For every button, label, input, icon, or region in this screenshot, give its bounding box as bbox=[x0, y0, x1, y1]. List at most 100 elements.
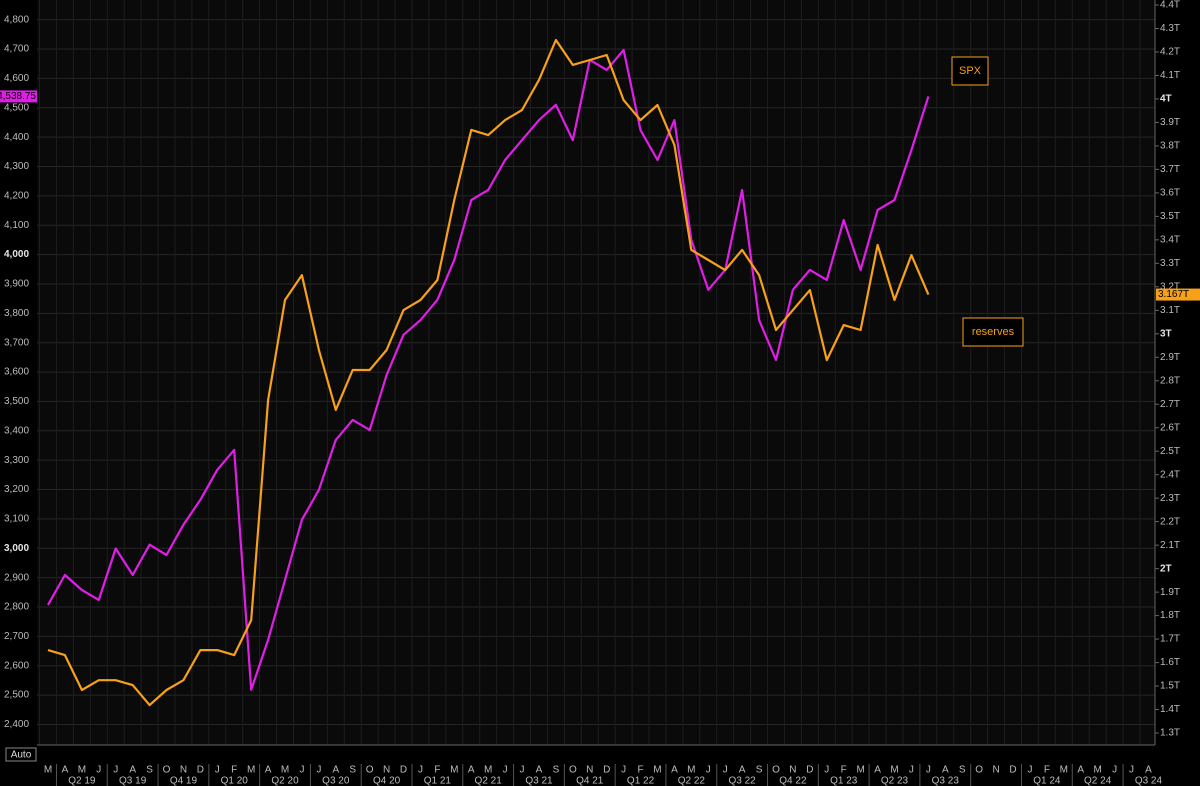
y2-tick-label: 1.3T bbox=[1160, 728, 1180, 739]
y-tick-label: 4,400 bbox=[4, 132, 29, 143]
y-tick-label: 3,700 bbox=[4, 337, 29, 348]
y-tick-label: 2,800 bbox=[4, 602, 29, 613]
last-value-label: 4,538.75 bbox=[0, 91, 36, 102]
x-month-label: J bbox=[418, 765, 423, 776]
y2-tick-label: 3.9T bbox=[1160, 117, 1180, 128]
x-month-label: M bbox=[653, 765, 661, 776]
y2-tick-label: 3.1T bbox=[1160, 305, 1180, 316]
y2-tick-label: 4.4T bbox=[1160, 0, 1180, 11]
x-month-label: J bbox=[113, 765, 118, 776]
y-tick-label: 4,100 bbox=[4, 220, 29, 231]
y2-tick-label: 3.5T bbox=[1160, 211, 1180, 222]
last-value-tag bbox=[0, 90, 37, 103]
x-month-label: J bbox=[723, 765, 728, 776]
x-month-label: N bbox=[383, 765, 390, 776]
x-quarter-label: Q2 23 bbox=[881, 776, 909, 786]
y2-tick-label: 1.7T bbox=[1160, 634, 1180, 645]
x-month-label: F bbox=[434, 765, 440, 776]
x-month-label: S bbox=[553, 765, 560, 776]
x-quarter-label: Q2 22 bbox=[678, 776, 706, 786]
y2-tick-label: 3.4T bbox=[1160, 234, 1180, 245]
x-month-label: J bbox=[909, 765, 914, 776]
y2-tick-label: 2.1T bbox=[1160, 540, 1180, 551]
x-month-label: J bbox=[1027, 765, 1032, 776]
y-tick-label: 3,000 bbox=[4, 543, 29, 554]
y2-tick-label: 2.2T bbox=[1160, 516, 1180, 527]
y2-tick-label: 3.7T bbox=[1160, 164, 1180, 175]
y2-tick-label: 4T bbox=[1160, 94, 1172, 105]
x-month-label: D bbox=[400, 765, 407, 776]
x-quarter-label: Q1 20 bbox=[221, 776, 249, 786]
x-month-label: F bbox=[231, 765, 237, 776]
x-month-label: J bbox=[503, 765, 508, 776]
x-quarter-label: Q3 23 bbox=[932, 776, 960, 786]
lines bbox=[47, 38, 930, 707]
y-tick-label: 3,500 bbox=[4, 396, 29, 407]
y2-tick-label: 2.6T bbox=[1160, 422, 1180, 433]
x-month-label: A bbox=[62, 765, 69, 776]
x-month-label: O bbox=[569, 765, 577, 776]
y-tick-label: 2,400 bbox=[4, 719, 29, 730]
x-quarter-label: Q1 24 bbox=[1033, 776, 1061, 786]
x-month-label: J bbox=[215, 765, 220, 776]
x-month-label: O bbox=[163, 765, 171, 776]
x-month-label: A bbox=[468, 765, 475, 776]
x-month-label: M bbox=[856, 765, 864, 776]
x-month-label: J bbox=[824, 765, 829, 776]
x-quarter-label: Q2 20 bbox=[271, 776, 299, 786]
x-month-label: J bbox=[299, 765, 304, 776]
y2-tick-label: 2T bbox=[1160, 563, 1172, 574]
x-month-label: A bbox=[265, 765, 272, 776]
y2-tick-label: 2.5T bbox=[1160, 446, 1180, 457]
x-quarter-label: Q3 22 bbox=[729, 776, 757, 786]
x-month-label: S bbox=[349, 765, 356, 776]
x-quarter-label: Q4 21 bbox=[576, 776, 604, 786]
x-quarter-label: Q2 24 bbox=[1084, 776, 1112, 786]
y2-tick-label: 3T bbox=[1160, 328, 1172, 339]
x-quarter-label: Q1 21 bbox=[424, 776, 452, 786]
legend-label: reserves bbox=[972, 326, 1015, 338]
x-month-label: M bbox=[78, 765, 86, 776]
y2-tick-label: 2.8T bbox=[1160, 375, 1180, 386]
x-month-label: M bbox=[44, 765, 52, 776]
y-tick-label: 4,800 bbox=[4, 14, 29, 25]
y2-tick-label: 2.3T bbox=[1160, 493, 1180, 504]
y-tick-label: 2,700 bbox=[4, 631, 29, 642]
x-month-label: A bbox=[739, 765, 746, 776]
x-month-label: J bbox=[1112, 765, 1117, 776]
x-month-label: M bbox=[890, 765, 898, 776]
y-tick-label: 4,700 bbox=[4, 44, 29, 55]
x-month-label: J bbox=[96, 765, 101, 776]
y2-tick-label: 1.8T bbox=[1160, 610, 1180, 621]
auto-button-label[interactable]: Auto bbox=[11, 750, 32, 761]
y2-tick-label: 4.2T bbox=[1160, 47, 1180, 58]
x-month-label: J bbox=[1129, 765, 1134, 776]
x-quarter-label: Q2 19 bbox=[68, 776, 96, 786]
x-quarter-label: Q2 21 bbox=[475, 776, 503, 786]
x-month-label: A bbox=[1077, 765, 1084, 776]
x-month-label: D bbox=[197, 765, 204, 776]
x-month-label: A bbox=[874, 765, 881, 776]
x-month-label: O bbox=[772, 765, 780, 776]
x-month-label: A bbox=[332, 765, 339, 776]
y-tick-label: 2,600 bbox=[4, 660, 29, 671]
y-tick-label: 3,200 bbox=[4, 484, 29, 495]
grid bbox=[37, 0, 1155, 745]
x-month-label: J bbox=[926, 765, 931, 776]
last-value-tag bbox=[1156, 288, 1200, 301]
x-quarter-label: Q3 24 bbox=[1135, 776, 1163, 786]
x-month-label: M bbox=[687, 765, 695, 776]
x-month-label: D bbox=[1009, 765, 1016, 776]
x-month-label: D bbox=[603, 765, 610, 776]
x-month-label: J bbox=[520, 765, 525, 776]
x-month-label: F bbox=[637, 765, 643, 776]
y2-tick-label: 4.1T bbox=[1160, 70, 1180, 81]
y-tick-label: 3,900 bbox=[4, 279, 29, 290]
x-quarter-label: Q3 21 bbox=[525, 776, 553, 786]
y2-tick-label: 1.6T bbox=[1160, 657, 1180, 668]
legend-box bbox=[962, 317, 1024, 347]
x-month-label: M bbox=[1060, 765, 1068, 776]
x-month-label: D bbox=[806, 765, 813, 776]
auto-button[interactable] bbox=[5, 747, 37, 762]
